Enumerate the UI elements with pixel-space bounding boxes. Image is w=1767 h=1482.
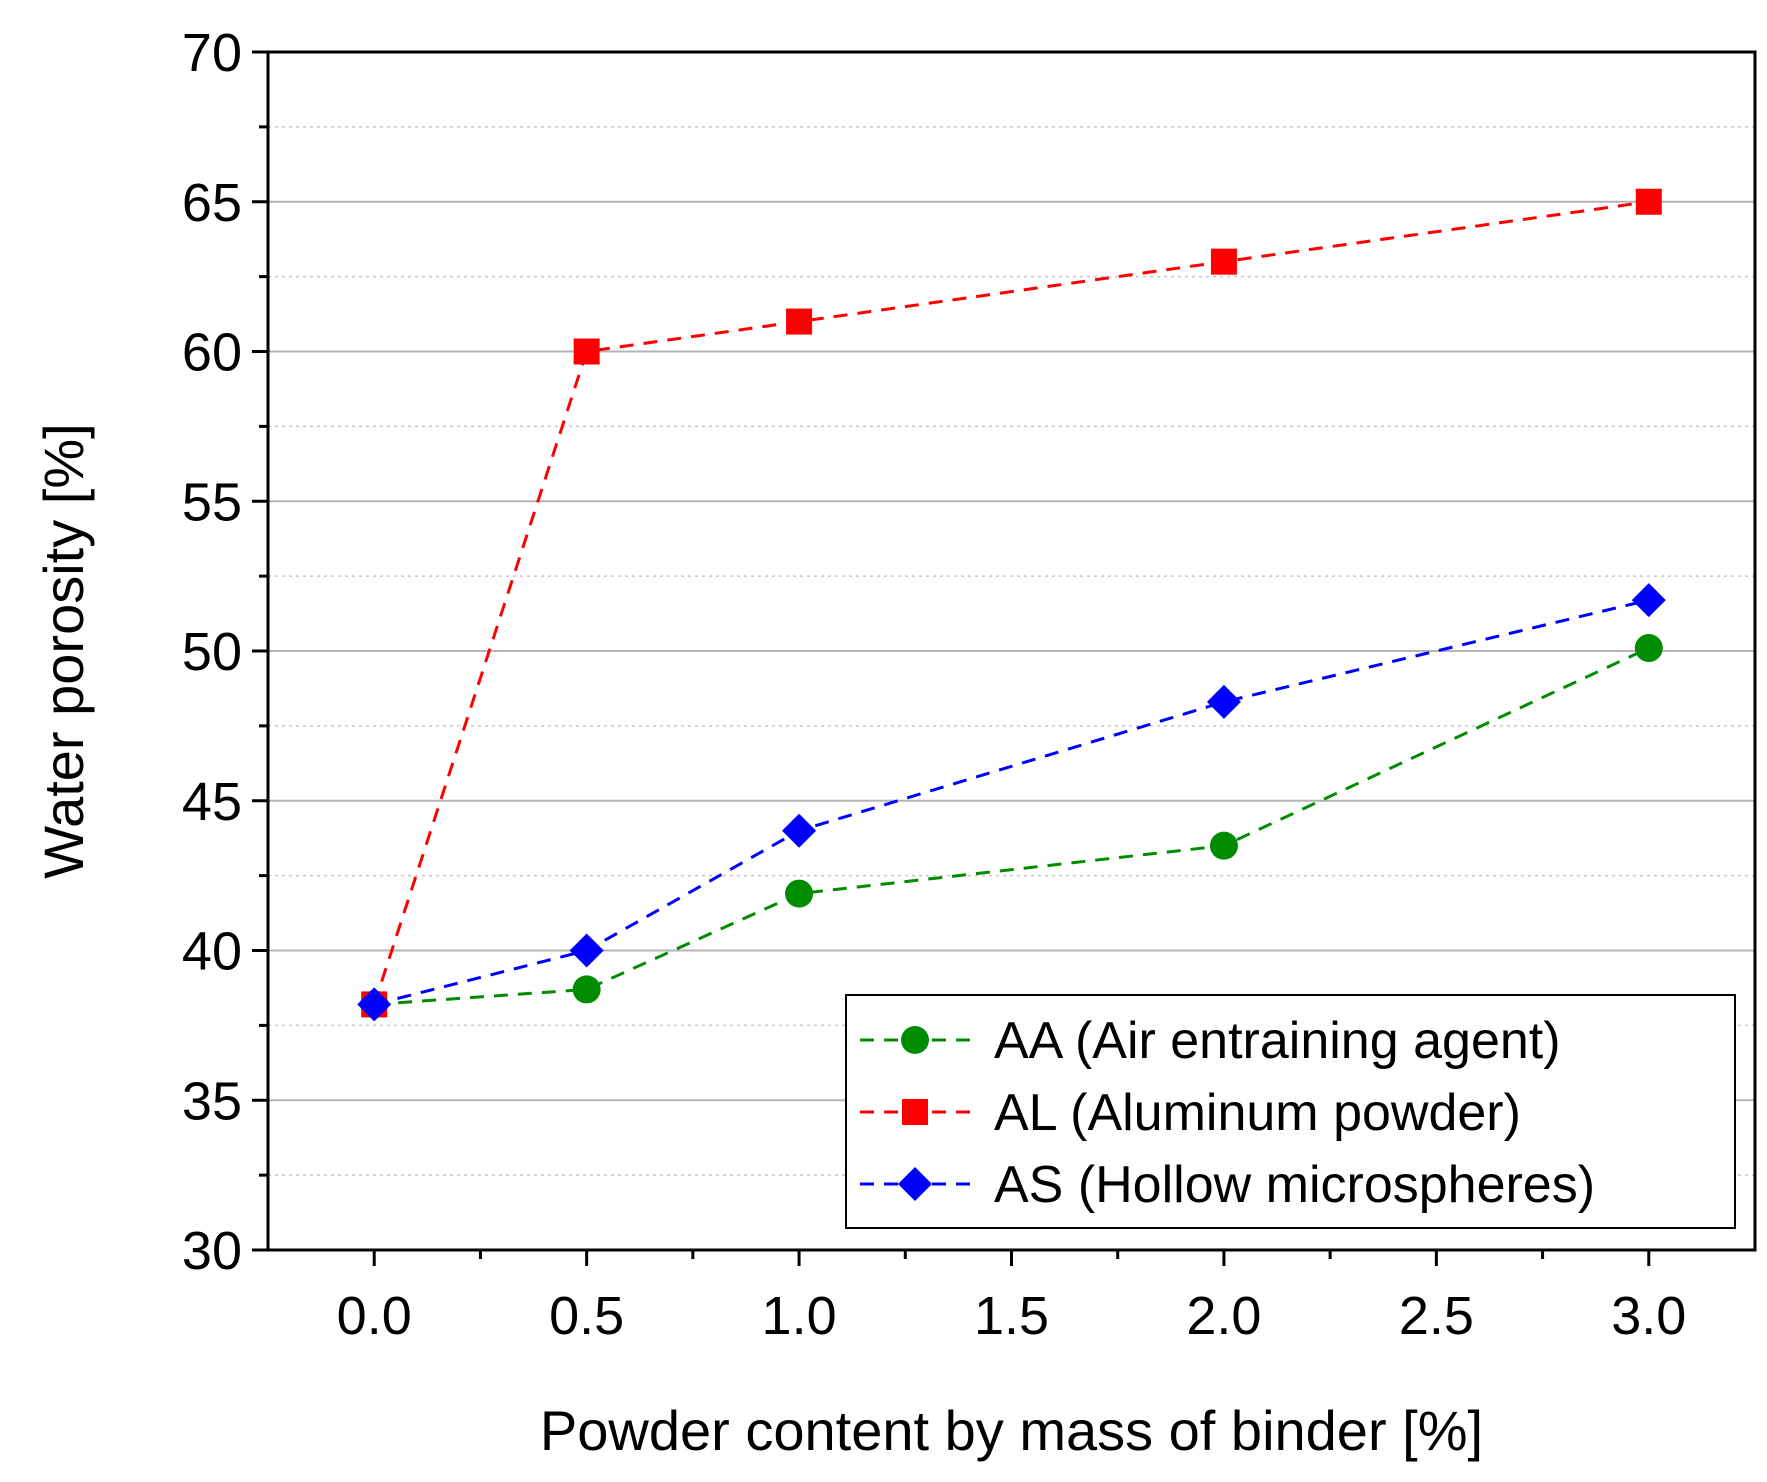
x-tick-label: 2.0: [1186, 1286, 1261, 1346]
data-point: [357, 987, 392, 1022]
data-point: [1634, 634, 1663, 663]
legend-box: [845, 994, 1736, 1229]
y-tick-label: 45: [182, 772, 242, 832]
y-tick-label: 40: [182, 922, 242, 982]
x-tick-label: 2.5: [1399, 1286, 1474, 1346]
legend-label: AA (Air entraining agent): [994, 1012, 1561, 1070]
data-point: [569, 933, 604, 968]
y-tick-label: 35: [182, 1071, 242, 1131]
legend-marker: [901, 1026, 929, 1054]
x-tick-label: 3.0: [1611, 1286, 1686, 1346]
y-tick-label: 50: [182, 622, 242, 682]
data-point: [782, 813, 817, 848]
x-tick-label: 0.0: [337, 1286, 412, 1346]
series-layer: [357, 188, 1666, 1022]
data-point: [573, 338, 600, 365]
data-point: [1210, 248, 1237, 275]
y-tick-label: 60: [182, 323, 242, 383]
data-point: [785, 879, 814, 908]
legend-item: AS (Hollow microspheres): [860, 1156, 1595, 1214]
grid-lines: [268, 126, 1755, 1176]
legend-label: AL (Aluminum powder): [994, 1084, 1521, 1142]
data-point: [1635, 188, 1662, 215]
legend: AA (Air entraining agent) AL (Aluminum po…: [845, 994, 1736, 1229]
x-tick-label: 1.5: [974, 1286, 1049, 1346]
legend-marker: [902, 1099, 928, 1125]
legend-label: AS (Hollow microspheres): [994, 1156, 1595, 1214]
y-tick-label: 55: [182, 472, 242, 532]
data-point: [1631, 583, 1666, 618]
legend-item: AA (Air entraining agent): [860, 1012, 1561, 1070]
y-axis-title: Water porosity [%]: [32, 423, 95, 878]
data-point: [1209, 831, 1238, 860]
x-axis-title: Powder content by mass of binder [%]: [540, 1399, 1483, 1462]
data-point: [786, 308, 813, 335]
series-as: [357, 583, 1666, 1022]
data-point: [572, 975, 601, 1004]
data-point: [1206, 684, 1241, 719]
x-tick-label: 1.0: [762, 1286, 837, 1346]
y-tick-label: 65: [182, 173, 242, 233]
axes: 30 35 40 45 50 55 60 65 70 0.0 0.5 1.0 1.5 2.0 2.5 3.0: [182, 23, 1686, 1346]
y-tick-label: 70: [182, 23, 242, 83]
legend-marker: [898, 1167, 932, 1201]
x-tick-label: 0.5: [549, 1286, 624, 1346]
y-tick-label: 30: [182, 1221, 242, 1281]
legend-item: AL (Aluminum powder): [860, 1084, 1521, 1142]
